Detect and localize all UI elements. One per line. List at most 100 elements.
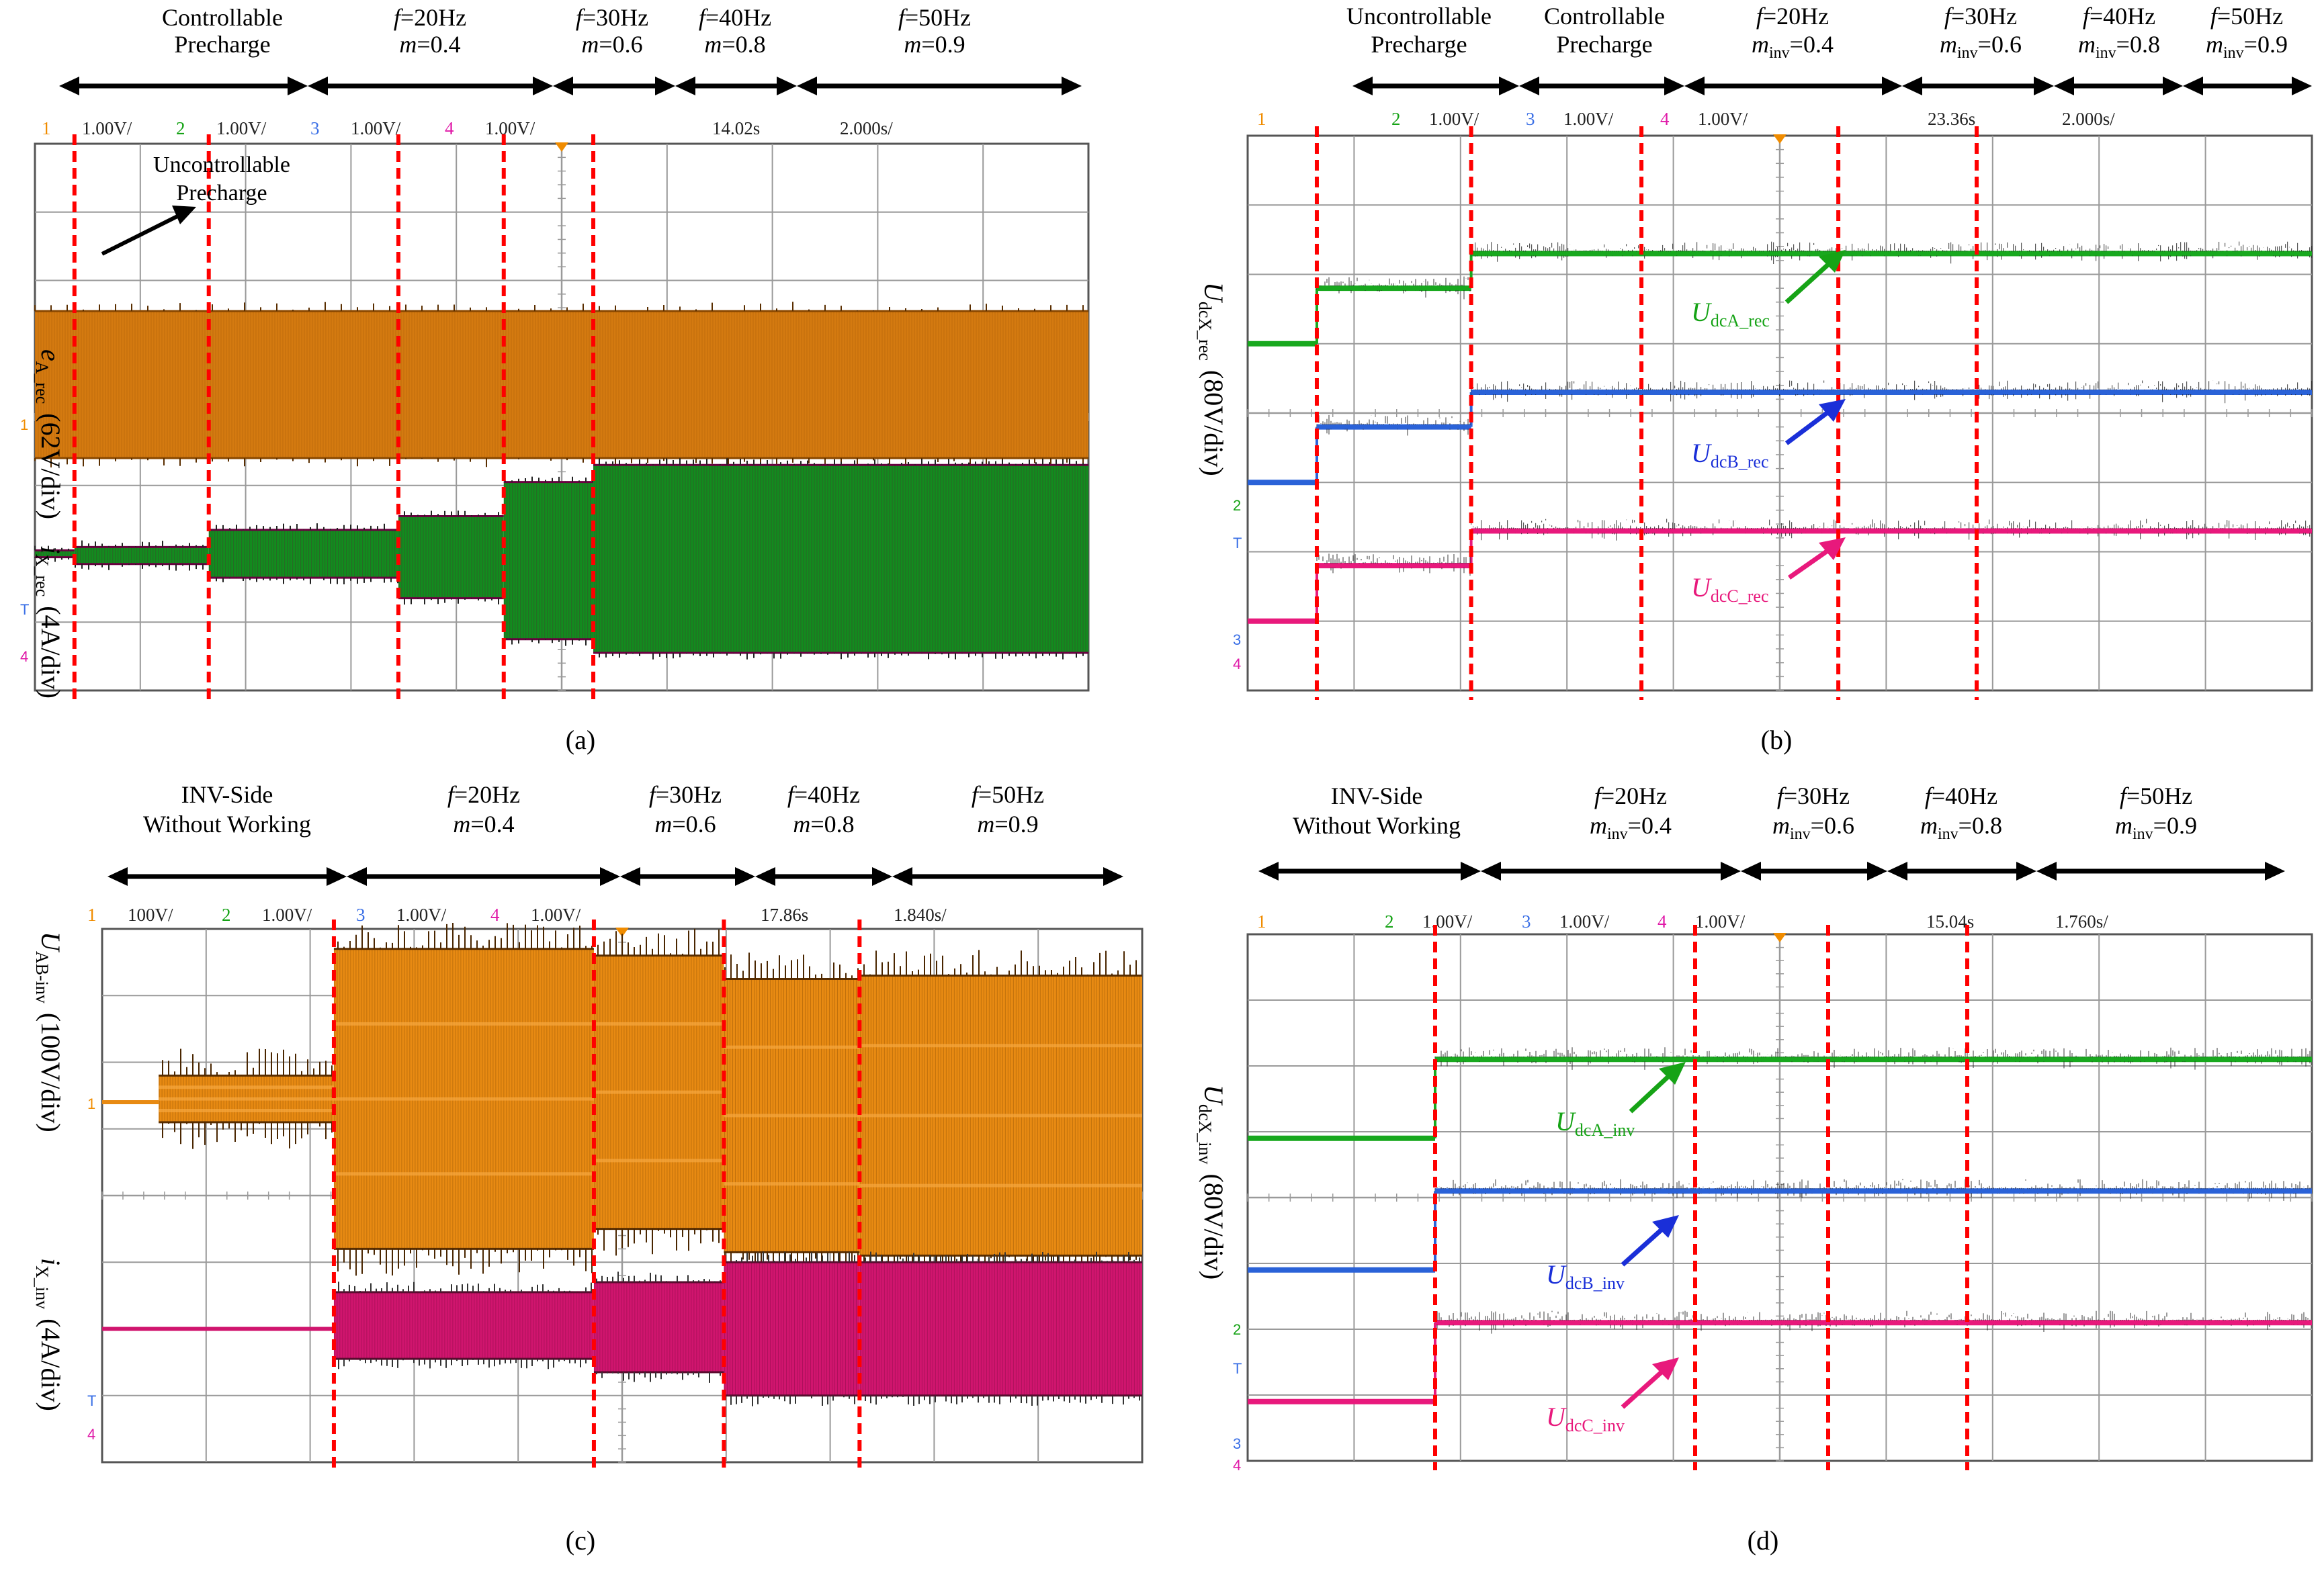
series-i-x-rec-band — [74, 547, 209, 564]
series-e-a-rec — [34, 302, 1088, 467]
stage-arrowhead-right — [2292, 77, 2312, 95]
trace-labels: UdcA_inv UdcB_inv UdcC_inv — [1546, 1062, 1686, 1435]
ch2-scale: 1.00V/ — [216, 118, 267, 138]
stage-label-6-1: f=50Hz — [2210, 3, 2283, 30]
stage-arrow-4: f=40Hz minv=0.8 — [1887, 782, 2036, 881]
stage-arrows: INV-Side Without Working f=20Hz m=0.4 f=30Hz… — [107, 781, 1123, 886]
ylabel-i-x-rec: iX_rec(4A/div) — [32, 547, 66, 699]
arrow-udcc — [1621, 1369, 1665, 1409]
stage-arrowhead-right — [777, 77, 797, 95]
channel-marker: 4 — [20, 648, 28, 665]
label-udca-rec: UdcA_rec — [1691, 297, 1770, 330]
stage-label-1-1: Uncontrollable — [1346, 3, 1492, 30]
time-per-div: 2.000s/ — [2062, 109, 2115, 129]
stage-arrowhead-right — [1882, 77, 1902, 95]
stage-arrowhead-right — [1721, 862, 1741, 881]
stage-label-4-2: m=0.8 — [704, 31, 765, 58]
stage-arrow-2: f=20Hz minv=0.4 — [1481, 782, 1741, 881]
ch3-number: 3 — [310, 118, 320, 138]
series-i-x-rec-hatch — [35, 550, 71, 557]
ylabel-u-ab-inv: UAB-inv(100V/div) — [32, 932, 66, 1132]
stage-arrowhead-left — [1741, 862, 1761, 881]
channel-marker: T — [87, 1392, 96, 1409]
stage-label-4-1: f=40Hz — [699, 4, 771, 31]
series-i-x-rec-band — [35, 550, 75, 557]
stage-arrowhead-right — [655, 77, 675, 95]
stage-arrowhead-right — [288, 77, 308, 95]
panel-a: Controllable Precharge f=20Hz m=0.4 f=30Hz m=… — [0, 0, 1162, 786]
ch1-number: 1 — [42, 118, 51, 138]
stage-label-5-2: minv=0.9 — [2115, 812, 2197, 843]
stage-label-3-2: m=0.6 — [654, 811, 716, 838]
panel-a-svg: ControllablePrechargef=20Hzm=0.4f=30Hzm=… — [20, 4, 1090, 755]
ch2-scale: 1.00V/ — [1429, 109, 1479, 129]
series-u-ab-inv-spikes — [162, 923, 1137, 1282]
stage-arrowhead-right — [2163, 77, 2183, 95]
series-e-a-rec-hatch — [35, 311, 1087, 458]
channel-marker: 4 — [1233, 1457, 1241, 1474]
stage-label-3-2: minv=0.6 — [1772, 812, 1854, 843]
stage-label-5-2: minv=0.8 — [2078, 31, 2160, 62]
stage-label-5-1: f=50Hz — [2120, 782, 2192, 809]
stage-label-4-2: m=0.8 — [793, 811, 854, 838]
series-i-x-inv-band — [859, 1262, 1142, 1396]
panel-b-svg: UncontrollablePrechargeControllablePrech… — [1195, 3, 2313, 755]
series-i-x-rec-hatch — [209, 529, 396, 578]
stage-arrow-3: f=30Hz minv=0.6 — [1741, 782, 1887, 881]
stage-label-5-1: f=40Hz — [2083, 3, 2155, 30]
series-u-dca-rec — [1248, 241, 2313, 347]
stage-label-2-1: f=20Hz — [394, 4, 466, 31]
caption-d: (d) — [1748, 1525, 1779, 1556]
stage-arrowhead-left — [892, 867, 912, 886]
ch2-number: 2 — [176, 118, 185, 138]
ch4-number: 4 — [1660, 109, 1670, 129]
stage-arrowhead-left — [2054, 77, 2074, 95]
ch2-scale: 1.00V/ — [262, 905, 312, 925]
series-u-dcb-rec — [1248, 380, 2313, 486]
stage-arrowhead-left — [1902, 77, 1922, 95]
ch2-number: 2 — [1385, 911, 1394, 932]
channel-marker: T — [1233, 1360, 1242, 1377]
stage-arrowhead-right — [2034, 77, 2054, 95]
stage-arrow-2: f=20Hz m=0.4 — [347, 781, 620, 886]
stage-label-5-2: m=0.9 — [904, 31, 965, 58]
trigger-marker — [615, 928, 629, 937]
series-i-x-rec-band — [593, 465, 1088, 654]
stage-label-3-1: f=20Hz — [1756, 3, 1829, 30]
time-per-div: 1.840s/ — [894, 905, 947, 925]
stage-arrowhead-left — [675, 77, 695, 95]
stage-label-1-1: Controllable — [162, 4, 283, 31]
ch4-number: 4 — [1658, 911, 1667, 932]
label-udcb-rec: UdcB_rec — [1691, 438, 1769, 472]
arrow-udca — [1629, 1073, 1672, 1114]
annotation-uncontrollable-precharge: Uncontrollable Precharge — [101, 152, 290, 256]
label-udcb-inv: UdcB_inv — [1546, 1259, 1625, 1293]
channel-marker: T — [20, 601, 29, 618]
ch1-scale: 100V/ — [128, 905, 173, 925]
ch4-number: 4 — [445, 118, 454, 138]
channel-marker: T — [1233, 535, 1242, 551]
stage-arrows: ControllablePrechargef=20Hzm=0.4f=30Hzm=… — [59, 4, 1082, 95]
stage-arrowhead-left — [347, 867, 367, 886]
status-bar: 1 2 1.00V/ 3 1.00V/ 4 1.00V/ 23.36s 2.00… — [1257, 109, 2115, 129]
stage-arrows: UncontrollablePrechargeControllablePrech… — [1346, 3, 2312, 95]
series-u-ab-inv — [102, 923, 1142, 1282]
arrow-udcc — [1787, 547, 1832, 580]
stage-label-5-1: f=50Hz — [972, 782, 1044, 808]
stage-arrowhead-right — [2265, 862, 2285, 881]
stage-label-1-2: Without Working — [1293, 812, 1461, 839]
channel-marker: 2 — [1233, 497, 1241, 514]
stage-arrowhead-right — [600, 867, 620, 886]
stage-arrowhead-right — [872, 867, 892, 886]
stage-label-1-2: Without Working — [143, 811, 311, 838]
time-per-div: 2.000s/ — [840, 118, 893, 138]
stage-arrowhead-right — [1461, 862, 1481, 881]
ch4-scale: 1.00V/ — [1698, 109, 1748, 129]
arrowhead-udcb — [1652, 1215, 1679, 1238]
